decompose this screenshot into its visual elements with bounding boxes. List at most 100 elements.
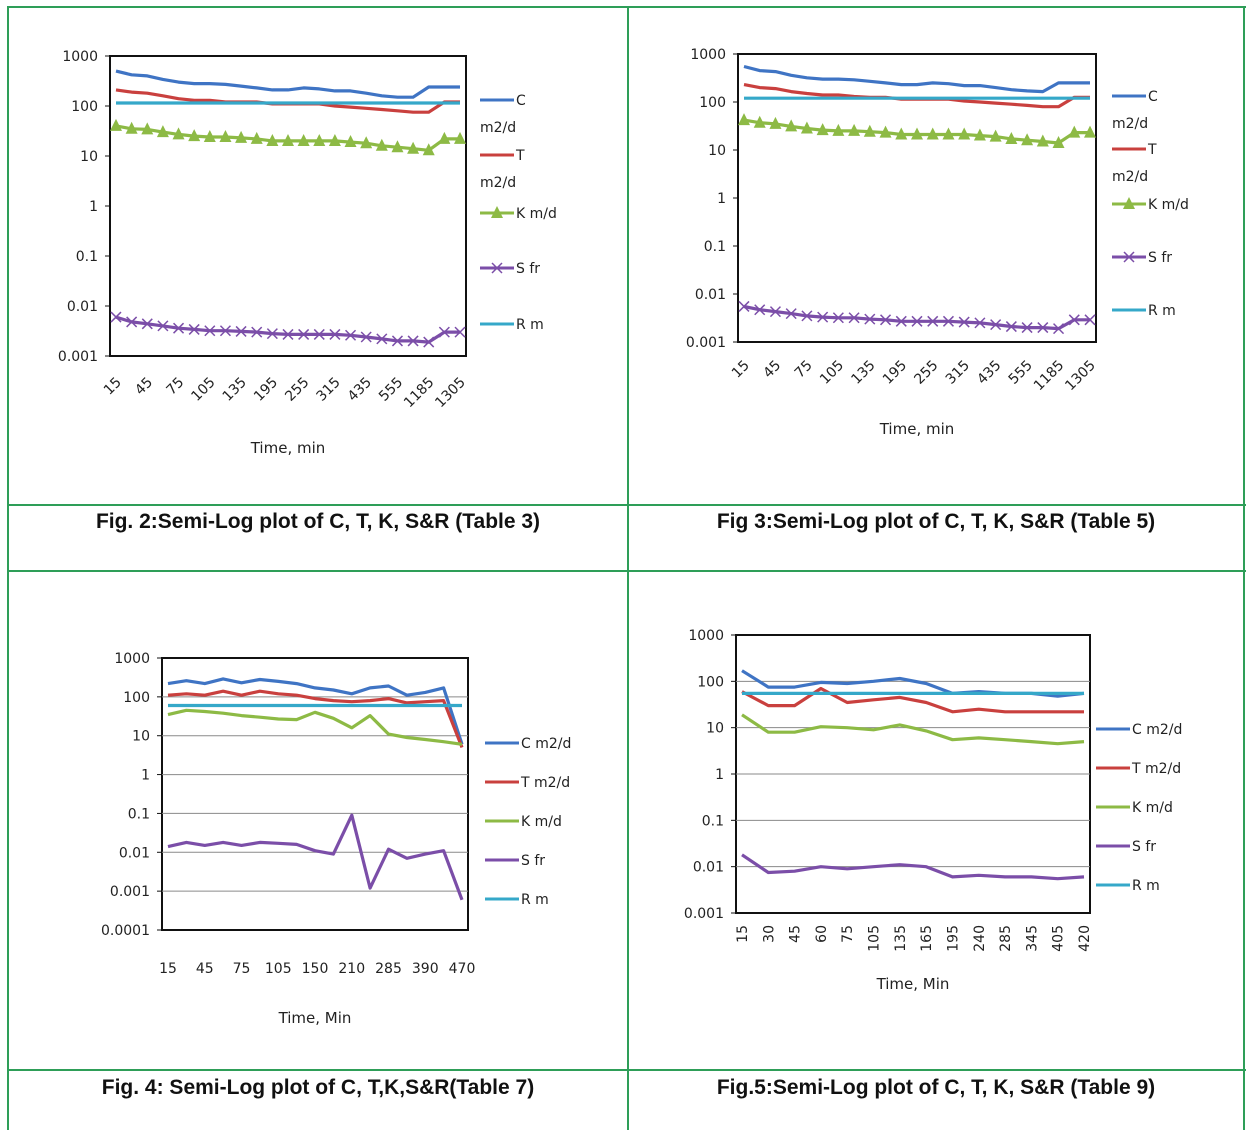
x-tick-label: 435 bbox=[345, 375, 375, 405]
x-tick-label: 345 bbox=[1024, 925, 1040, 952]
data-point bbox=[438, 326, 450, 338]
data-point bbox=[817, 311, 829, 323]
data-point bbox=[328, 133, 341, 146]
data-point bbox=[219, 129, 232, 142]
data-point bbox=[1053, 323, 1065, 335]
x-tick-label: 195 bbox=[945, 925, 961, 952]
series-line bbox=[741, 686, 1084, 714]
figure-2-caption: Fig. 2:Semi-Log plot of C, T, K, S&R (Ta… bbox=[95, 510, 541, 533]
series-line bbox=[115, 69, 460, 99]
x-tick-label: 240 bbox=[972, 925, 988, 952]
data-point bbox=[141, 122, 154, 135]
data-point bbox=[911, 127, 923, 140]
y-tick-label: 0.01 bbox=[67, 299, 98, 315]
y-tick-label: 1 bbox=[717, 191, 726, 207]
data-point bbox=[188, 129, 201, 142]
x-tick-label: 75 bbox=[840, 925, 856, 943]
x-tick-label: 285 bbox=[375, 961, 402, 977]
legend-marker bbox=[491, 206, 503, 218]
data-point bbox=[942, 315, 954, 327]
series-line bbox=[741, 853, 1085, 881]
y-tick-label: 100 bbox=[71, 99, 98, 115]
legend-label: R m bbox=[1148, 303, 1176, 319]
y-tick-label: 1 bbox=[715, 767, 724, 783]
x-tick-label: 15 bbox=[735, 925, 751, 943]
data-point bbox=[126, 316, 138, 328]
data-point bbox=[1068, 314, 1080, 326]
series-line bbox=[167, 813, 464, 901]
x-tick-label: 45 bbox=[196, 961, 214, 977]
data-point bbox=[313, 133, 326, 146]
data-point bbox=[1068, 125, 1081, 138]
legend-marker bbox=[1123, 197, 1135, 209]
y-tick-label: 10 bbox=[80, 149, 98, 165]
data-point bbox=[407, 141, 420, 154]
x-tick-label: 420 bbox=[1077, 925, 1093, 952]
legend-label: K m/d bbox=[521, 814, 562, 830]
data-point bbox=[990, 319, 1002, 331]
data-point bbox=[895, 127, 908, 140]
data-point bbox=[848, 312, 860, 324]
y-tick-label: 0.01 bbox=[693, 860, 724, 876]
y-tick-label: 0.1 bbox=[76, 249, 98, 265]
x-tick-label: 315 bbox=[314, 375, 344, 405]
data-point bbox=[974, 317, 986, 329]
series-line bbox=[167, 689, 464, 748]
data-point bbox=[250, 131, 263, 144]
data-point bbox=[927, 315, 939, 327]
figure-5-chart: 1000 100 10 1 0.1 0.01 0.001 15 30 45 60 75 105 135 16… bbox=[630, 573, 1242, 1067]
legend-marker bbox=[1123, 251, 1135, 263]
y-tick-label: 0.01 bbox=[695, 287, 726, 303]
x-axis-label: Time, min bbox=[250, 439, 326, 457]
x-tick-label: 105 bbox=[817, 358, 847, 388]
data-point bbox=[785, 308, 797, 320]
legend-label: R m bbox=[521, 892, 549, 908]
series-line bbox=[741, 713, 1085, 746]
legend-label: S fr bbox=[1148, 250, 1172, 266]
x-axis-label: Time, Min bbox=[876, 975, 950, 993]
data-point bbox=[125, 121, 138, 134]
data-point bbox=[895, 315, 907, 327]
data-point bbox=[989, 129, 1002, 142]
legend-label: S fr bbox=[1132, 839, 1156, 855]
table-border-right bbox=[1243, 6, 1245, 1130]
data-point bbox=[800, 121, 813, 134]
x-tick-label: 1185 bbox=[1031, 358, 1068, 395]
plot-area bbox=[109, 55, 467, 357]
x-tick-label: 255 bbox=[911, 358, 941, 388]
x-tick-label: 135 bbox=[848, 358, 878, 388]
x-tick-label: 105 bbox=[867, 925, 883, 952]
y-tick-label: 0.1 bbox=[128, 806, 150, 822]
data-point bbox=[832, 123, 845, 136]
data-point bbox=[832, 312, 844, 324]
legend-label: K m/d bbox=[1148, 197, 1189, 213]
x-tick-label: 1185 bbox=[401, 375, 438, 412]
data-point bbox=[235, 130, 248, 143]
x-tick-label: 405 bbox=[1051, 925, 1067, 952]
x-tick-label: 390 bbox=[412, 961, 439, 977]
data-point bbox=[863, 124, 876, 137]
legend-marker bbox=[491, 262, 503, 274]
table-border-middle bbox=[627, 6, 629, 1130]
data-point bbox=[754, 304, 766, 316]
data-point bbox=[329, 328, 341, 340]
y-tick-label: 10 bbox=[706, 721, 724, 737]
data-point bbox=[848, 123, 861, 136]
x-tick-label: 315 bbox=[943, 358, 973, 388]
y-tick-label: 100 bbox=[699, 95, 726, 111]
data-point bbox=[1005, 131, 1018, 144]
data-point bbox=[454, 131, 466, 144]
data-point bbox=[1036, 134, 1049, 147]
data-point bbox=[1084, 125, 1096, 138]
legend-label: T m2/d bbox=[1131, 761, 1181, 777]
y-tick-label: 10 bbox=[132, 729, 150, 745]
data-point bbox=[282, 328, 294, 340]
data-point bbox=[973, 128, 986, 141]
data-point bbox=[926, 127, 939, 140]
data-point bbox=[188, 323, 200, 335]
legend-label: S fr bbox=[521, 853, 545, 869]
legend-label: K m/d bbox=[516, 206, 557, 222]
x-tick-label: 15 bbox=[101, 375, 125, 399]
